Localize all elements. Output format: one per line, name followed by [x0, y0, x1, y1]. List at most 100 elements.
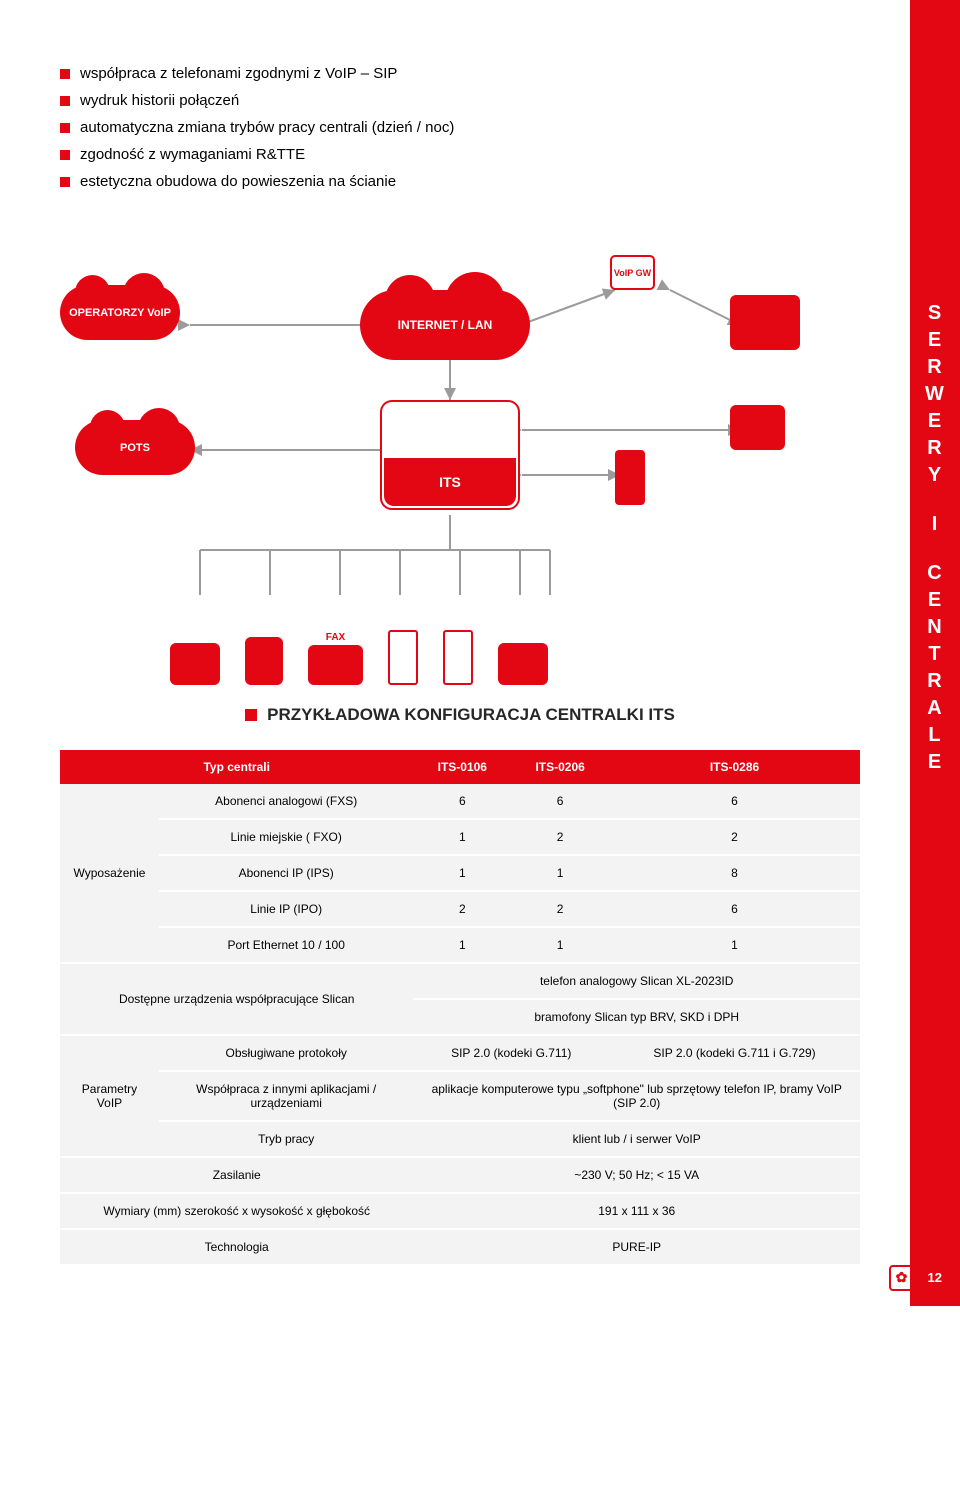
sidebar-letter: R: [927, 356, 942, 379]
table-row: Parametry VoIP Obsługiwane protokoły SIP…: [60, 1035, 860, 1071]
cell: PURE-IP: [413, 1229, 860, 1265]
its-central: ITS: [380, 400, 520, 510]
cell: SIP 2.0 (kodeki G.711 i G.729): [609, 1035, 860, 1071]
table-row: Zasilanie ~230 V; 50 Hz; < 15 VA: [60, 1157, 860, 1193]
table-row: Linie miejskie ( FXO) 1 2 2: [60, 819, 860, 855]
row-label: Linie IP (IPO): [159, 891, 413, 927]
sidebar-letter: Y: [928, 464, 942, 487]
cell: 2: [511, 819, 609, 855]
logo-icon: ✿: [889, 1265, 915, 1291]
remote-phone-fax: [730, 405, 785, 450]
its-label: ITS: [384, 458, 516, 506]
sidebar-letter: R: [927, 437, 942, 460]
header-cell: ITS-0286: [609, 750, 860, 784]
remote-mobile: [615, 450, 645, 505]
sidebar-letter: E: [928, 410, 942, 433]
table-row: Wyposażenie Abonenci analogowi (FXS) 6 6…: [60, 784, 860, 819]
row-label: Linie miejskie ( FXO): [159, 819, 413, 855]
cell: 6: [609, 784, 860, 819]
row-label: Tryb pracy: [159, 1121, 413, 1157]
sidebar-letter: T: [928, 643, 941, 666]
cell: 1: [609, 927, 860, 963]
header-cell: Typ centrali: [60, 750, 413, 784]
sidebar-letter: W: [925, 383, 945, 406]
computer-icon: [730, 295, 800, 350]
cell: 1: [413, 855, 511, 891]
bullet-item: współpraca z telefonami zgodnymi z VoIP …: [60, 60, 860, 87]
table-row: Technologia PURE-IP: [60, 1229, 860, 1265]
mobile-icon: [615, 450, 645, 505]
cell: 1: [511, 855, 609, 891]
row-label: Współpraca z innymi aplikacjami / urządz…: [159, 1071, 413, 1121]
cell: 1: [511, 927, 609, 963]
header-cell: ITS-0106: [413, 750, 511, 784]
bullet-item: estetyczna obudowa do powieszenia na ści…: [60, 168, 860, 195]
section-sidebar: S E R W E R Y I C E N T R A L E: [910, 0, 960, 1306]
group-label: Dostępne urządzenia współpracujące Slica…: [60, 963, 413, 1035]
row-label: Technologia: [60, 1229, 413, 1265]
cell: 6: [413, 784, 511, 819]
cell: 1: [413, 819, 511, 855]
cloud-label: OPERATORZY VoIP: [69, 307, 171, 319]
box-label: VoIP GW: [614, 268, 651, 278]
row-label: Abonenci IP (IPS): [159, 855, 413, 891]
row-label: Wymiary (mm) szerokość x wysokość x głęb…: [60, 1193, 413, 1229]
table-row: Tryb pracy klient lub / i serwer VoIP: [60, 1121, 860, 1157]
cell: 2: [413, 891, 511, 927]
group-label: Parametry VoIP: [60, 1035, 159, 1157]
row-label: Obsługiwane protokoły: [159, 1035, 413, 1071]
table-row: Dostępne urządzenia współpracujące Slica…: [60, 963, 860, 999]
sidebar-letter: S: [928, 302, 942, 325]
server-icon: [388, 630, 418, 685]
page-number: 12: [920, 1264, 950, 1291]
cell: klient lub / i serwer VoIP: [413, 1121, 860, 1157]
network-diagram: OPERATORZY VoIP POTS INTERNET / LAN VoIP…: [60, 225, 860, 685]
cell: 2: [609, 819, 860, 855]
cell: 8: [609, 855, 860, 891]
diagram-caption: PRZYKŁADOWA KONFIGURACJA CENTRALKI ITS: [60, 705, 860, 725]
cell: telefon analogowy Slican XL-2023ID: [413, 963, 860, 999]
bullet-item: zgodność z wymaganiami R&TTE: [60, 141, 860, 168]
server-icon: [443, 630, 473, 685]
header-cell: ITS-0206: [511, 750, 609, 784]
row-label: Abonenci analogowi (FXS): [159, 784, 413, 819]
table-row: Port Ethernet 10 / 100 1 1 1: [60, 927, 860, 963]
operators-cloud: OPERATORZY VoIP: [60, 285, 180, 340]
deskphone-icon: [170, 643, 220, 685]
cell: 191 x 111 x 36: [413, 1193, 860, 1229]
sidebar-letter: N: [927, 616, 942, 639]
bottom-devices: FAX: [170, 630, 548, 685]
page-container: współpraca z telefonami zgodnymi z VoIP …: [0, 0, 960, 1306]
cell: 6: [511, 784, 609, 819]
deskphone-icon: [498, 643, 548, 685]
voipgw-box: VoIP GW: [610, 255, 655, 290]
sidebar-letter: L: [928, 724, 941, 747]
content-area: współpraca z telefonami zgodnymi z VoIP …: [0, 0, 910, 1306]
cell: 6: [609, 891, 860, 927]
internet-cloud: INTERNET / LAN: [360, 290, 530, 360]
sidebar-letter: C: [927, 562, 942, 585]
cloud-label: INTERNET / LAN: [398, 318, 493, 332]
pots-cloud: POTS: [75, 420, 195, 475]
group-label: Wyposażenie: [60, 784, 159, 963]
feature-bullets: współpraca z telefonami zgodnymi z VoIP …: [60, 60, 860, 195]
its-box-icon: ITS: [380, 400, 520, 510]
page-number-badge: ✿ 12: [889, 1264, 950, 1291]
fax-label: FAX: [326, 632, 345, 643]
cell: 2: [511, 891, 609, 927]
sidebar-letter: R: [927, 670, 942, 693]
table-header-row: Typ centrali ITS-0106 ITS-0206 ITS-0286: [60, 750, 860, 784]
fax-icon: [308, 645, 363, 685]
sidebar-letter: A: [927, 697, 942, 720]
bullet-item: wydruk historii połączeń: [60, 87, 860, 114]
table-row: Wymiary (mm) szerokość x wysokość x głęb…: [60, 1193, 860, 1229]
specs-table: Typ centrali ITS-0106 ITS-0206 ITS-0286 …: [60, 750, 860, 1266]
cell: ~230 V; 50 Hz; < 15 VA: [413, 1157, 860, 1193]
bullet-item: automatyczna zmiana trybów pracy central…: [60, 114, 860, 141]
cell: 1: [413, 927, 511, 963]
cell: SIP 2.0 (kodeki G.711): [413, 1035, 609, 1071]
table-row: Abonenci IP (IPS) 1 1 8: [60, 855, 860, 891]
cloud-label: POTS: [120, 442, 150, 454]
sidebar-letter: E: [928, 329, 942, 352]
cell: aplikacje komputerowe typu „softphone" l…: [413, 1071, 860, 1121]
